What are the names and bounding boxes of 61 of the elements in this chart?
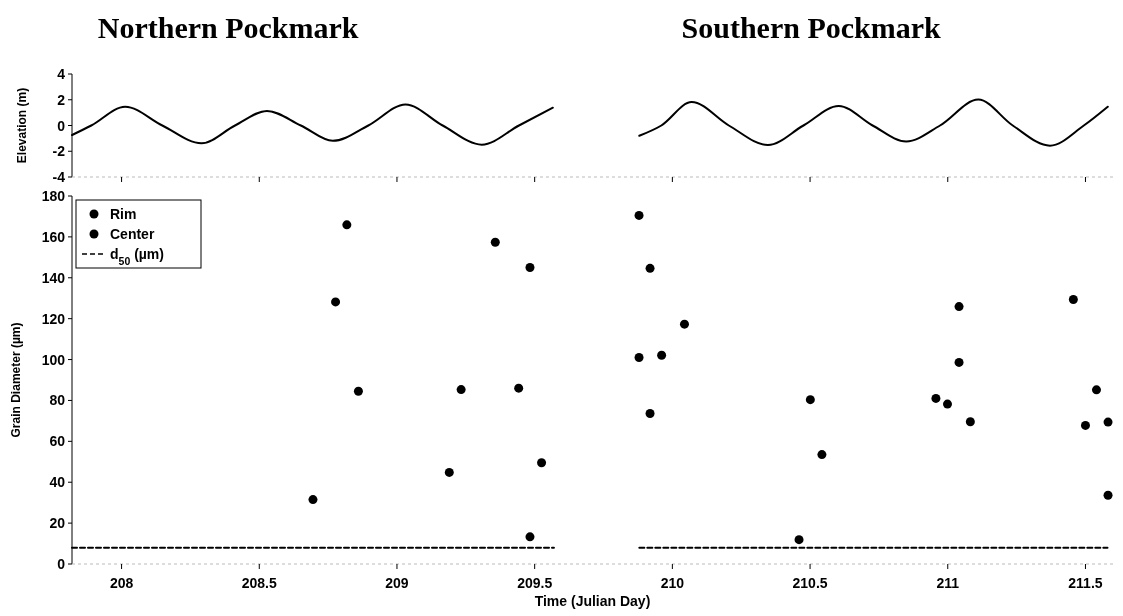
y-tick-label: 40: [49, 474, 66, 491]
point: [1103, 490, 1113, 500]
point: [634, 353, 644, 363]
point: [794, 535, 804, 545]
x-tick-label: 210: [660, 575, 685, 591]
y-tick-label: 100: [41, 351, 66, 368]
point: [353, 386, 363, 396]
point: [342, 220, 352, 230]
legend-label: d$_{50}$ (µm): [110, 246, 164, 267]
x-tick-label: 208.5: [241, 575, 277, 591]
y-axis-title: Grain Diameter (µm): [9, 322, 23, 438]
point: [490, 237, 500, 247]
point: [308, 495, 318, 505]
y-tick-label: 160: [41, 228, 66, 245]
y-tick-label: 120: [41, 310, 66, 327]
x-tick-label: 208: [109, 575, 134, 591]
point: [965, 417, 975, 427]
x-tick-label: 209.5: [517, 575, 553, 591]
point: [537, 458, 547, 468]
point: [456, 385, 466, 395]
point: [525, 532, 535, 542]
point: [657, 350, 667, 360]
y-tick-label: 0: [57, 117, 66, 134]
point: [634, 210, 644, 220]
point: [525, 263, 535, 273]
point: [954, 302, 964, 312]
point: [942, 399, 952, 409]
x-tick-label: 210.5: [792, 575, 828, 591]
point: [331, 297, 341, 307]
point: [645, 409, 655, 419]
legend-label: Rim: [110, 206, 137, 222]
point: [817, 450, 827, 460]
y-tick-label: -2: [52, 143, 66, 160]
y-tick-label: 180: [41, 188, 66, 204]
x-tick-label: 209: [385, 575, 409, 591]
y-tick-label: 2: [57, 91, 66, 108]
x-axis-title: Time (Julian Day): [534, 593, 651, 609]
point: [1068, 294, 1078, 304]
y-axis-title: Elevation (m): [15, 87, 29, 164]
x-tick-label: 211: [936, 575, 960, 591]
y-tick-label: 4: [57, 66, 66, 82]
y-tick-label: 0: [57, 556, 66, 572]
y-tick-label: 60: [49, 433, 66, 450]
text: Southern Pockmark: [681, 11, 942, 44]
point: [645, 263, 655, 273]
y-tick-label: 140: [41, 269, 66, 286]
y-tick-label: -4: [52, 169, 66, 185]
point: [954, 357, 964, 367]
point: [805, 395, 815, 405]
legend-label: Center: [110, 226, 155, 242]
point: [1091, 385, 1101, 395]
point: [444, 467, 454, 477]
point: [679, 319, 689, 329]
text: Northern Pockmark: [97, 11, 359, 44]
x-tick-label: 211.5: [1068, 575, 1103, 591]
point: [931, 393, 941, 403]
point: [1080, 420, 1090, 430]
point: [514, 383, 524, 393]
y-tick-label: 20: [49, 515, 66, 532]
y-tick-label: 80: [49, 392, 66, 409]
point: [1103, 417, 1113, 427]
